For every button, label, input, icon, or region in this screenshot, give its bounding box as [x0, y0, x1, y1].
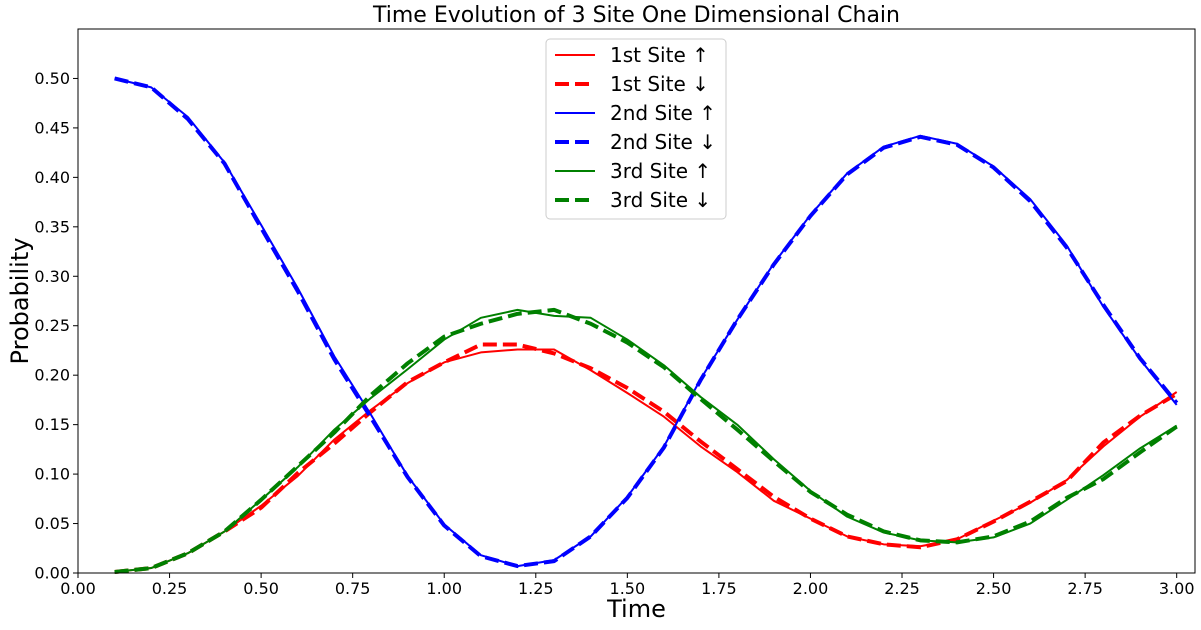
x-tick-label: 1.50 — [610, 579, 646, 598]
x-tick-label: 2.50 — [976, 579, 1012, 598]
legend: 1st Site ↑ 1st Site ↓ 2nd Site ↑ 2nd Site ↓… — [545, 38, 727, 220]
x-tick-label: 0.25 — [152, 579, 188, 598]
series-line-1 — [114, 348, 1178, 574]
y-tick-label: 0.00 — [34, 564, 70, 583]
x-tick-label: 2.00 — [793, 579, 829, 598]
x-tick-label: 3.00 — [1159, 579, 1195, 598]
y-tick-label: 0.45 — [34, 118, 70, 137]
x-tick-label: 1.75 — [701, 579, 737, 598]
x-tick-label: 1.00 — [426, 579, 462, 598]
y-tick-label: 0.35 — [34, 217, 70, 236]
series-line-2 — [114, 342, 1178, 574]
chart-title: Time Evolution of 3 Site One Dimensional… — [372, 3, 900, 28]
plot-frame — [77, 28, 1196, 574]
y-tick-label: 0.15 — [34, 415, 70, 434]
y-tick-label: 0.05 — [34, 514, 70, 533]
x-axis-label: Time — [606, 595, 666, 623]
x-axis-ticks: 0.00 0.25 0.50 0.75 1.00 1.25 1.50 1.75 2.00 2.25… — [60, 573, 1195, 598]
y-tick-label: 0.50 — [34, 69, 70, 88]
legend-label: 1st Site ↑ — [610, 43, 709, 67]
y-tick-label: 0.20 — [34, 366, 70, 385]
legend-label: 1st Site ↓ — [610, 72, 709, 96]
series-lines — [114, 76, 1179, 574]
series-line-6 — [114, 307, 1178, 574]
legend-label: 3rd Site ↓ — [610, 188, 711, 212]
series-line-5 — [114, 308, 1178, 574]
x-tick-label: 2.75 — [1067, 579, 1103, 598]
y-tick-label: 0.25 — [34, 316, 70, 335]
x-tick-label: 0.75 — [335, 579, 371, 598]
series-line-4 — [114, 76, 1179, 569]
legend-label: 2nd Site ↓ — [610, 130, 716, 154]
x-tick-label: 0.50 — [243, 579, 279, 598]
legend-label: 2nd Site ↑ — [610, 101, 716, 125]
y-tick-label: 0.30 — [34, 267, 70, 286]
legend-label: 3rd Site ↑ — [610, 159, 711, 183]
y-tick-label: 0.40 — [34, 168, 70, 187]
x-tick-label: 2.25 — [884, 579, 920, 598]
x-tick-label: 0.00 — [60, 579, 96, 598]
y-tick-label: 0.10 — [34, 465, 70, 484]
y-axis-label: Probability — [6, 238, 34, 365]
x-tick-label: 1.25 — [518, 579, 554, 598]
y-axis-ticks: 0.00 0.05 0.10 0.15 0.20 0.25 0.30 0.35 0.40 0.45… — [34, 69, 78, 583]
legend-box — [545, 38, 727, 220]
